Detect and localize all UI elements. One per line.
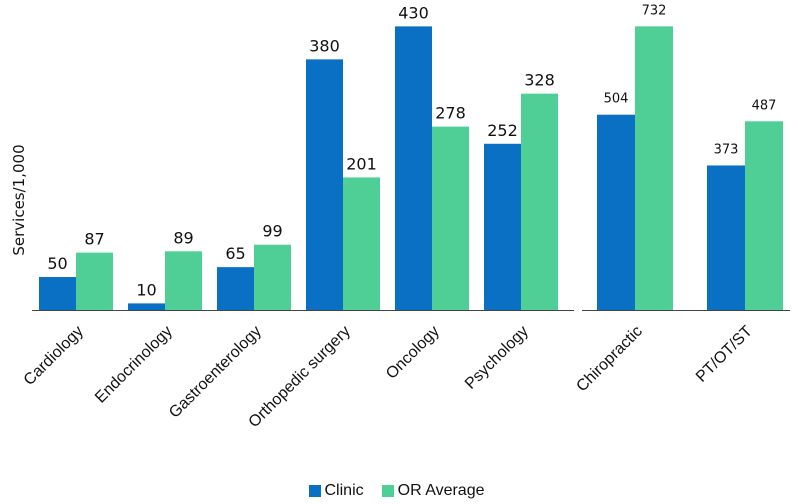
legend-label-clinic: Clinic	[324, 482, 364, 499]
data-label-pt-ot-st-clinic: 373	[714, 142, 739, 157]
y-axis-label: Services/1,000	[10, 144, 28, 255]
data-label-chiropractic-clinic: 504	[604, 92, 629, 107]
legend-item-clinic: Clinic	[308, 482, 364, 500]
x-tick-label-cardiology: Cardiology	[21, 323, 87, 389]
x-tick-label-gastroenterology: Gastroenterology	[166, 323, 265, 422]
bar-cardiology-clinic	[39, 277, 76, 310]
data-label-endocrinology-or-average: 89	[173, 228, 193, 247]
bar-psychology-clinic	[484, 143, 521, 310]
bar-oncology-or-average	[432, 126, 469, 310]
bar-chiropractic-or-average	[635, 26, 673, 310]
bar-orthopedic-surgery-or-average	[343, 177, 380, 310]
x-tick-label-psychology: Psychology	[462, 323, 532, 393]
bar-gastroenterology-clinic	[217, 267, 254, 310]
data-label-gastroenterology-or-average: 99	[262, 222, 282, 241]
data-label-orthopedic-surgery-or-average: 201	[346, 154, 377, 173]
data-label-pt-ot-st-or-average: 487	[752, 98, 777, 113]
data-label-orthopedic-surgery-clinic: 380	[309, 36, 340, 55]
legend-label-or-average: OR Average	[397, 482, 485, 499]
bar-psychology-or-average	[521, 93, 558, 310]
legend-swatch-clinic	[308, 485, 321, 497]
chart-panel-left: 50 87 Cardiology 10 89 Endocrinology 65 99 Gastr…	[21, 3, 574, 431]
bar-pt-ot-st-or-average	[745, 121, 783, 310]
legend: Clinic OR Average	[0, 482, 793, 500]
bar-cardiology-or-average	[76, 252, 113, 310]
bar-endocrinology-clinic	[128, 303, 165, 310]
data-label-oncology-or-average: 278	[435, 104, 466, 123]
x-tick-label-endocrinology: Endocrinology	[92, 323, 176, 407]
bar-gastroenterology-or-average	[254, 244, 291, 310]
data-label-chiropractic-or-average: 732	[642, 3, 667, 18]
x-tick-label-orthopedic-surgery: Orthopedic surgery	[246, 323, 354, 431]
x-tick-label-pt-ot-st: PT/OT/ST	[693, 323, 756, 386]
bar-chiropractic-clinic	[597, 114, 635, 310]
legend-item-or-average: OR Average	[381, 482, 485, 500]
data-label-cardiology-or-average: 87	[84, 230, 104, 249]
bar-pt-ot-st-clinic	[707, 165, 745, 310]
bar-orthopedic-surgery-clinic	[306, 59, 343, 311]
data-label-psychology-clinic: 252	[487, 121, 518, 140]
x-tick-label-oncology: Oncology	[383, 323, 443, 383]
bar-oncology-clinic	[395, 26, 432, 311]
data-label-oncology-clinic: 430	[398, 3, 429, 22]
chart-panel-right: 504 732 Chiropractic 373 487 PT/OT/ST	[573, 3, 790, 395]
data-label-gastroenterology-clinic: 65	[225, 244, 245, 263]
data-label-psychology-or-average: 328	[524, 71, 555, 90]
bar-endocrinology-or-average	[165, 251, 202, 310]
data-label-cardiology-clinic: 50	[47, 254, 67, 273]
data-label-endocrinology-clinic: 10	[136, 280, 156, 299]
legend-swatch-or-average	[381, 485, 394, 497]
x-tick-label-chiropractic: Chiropractic	[573, 323, 645, 395]
